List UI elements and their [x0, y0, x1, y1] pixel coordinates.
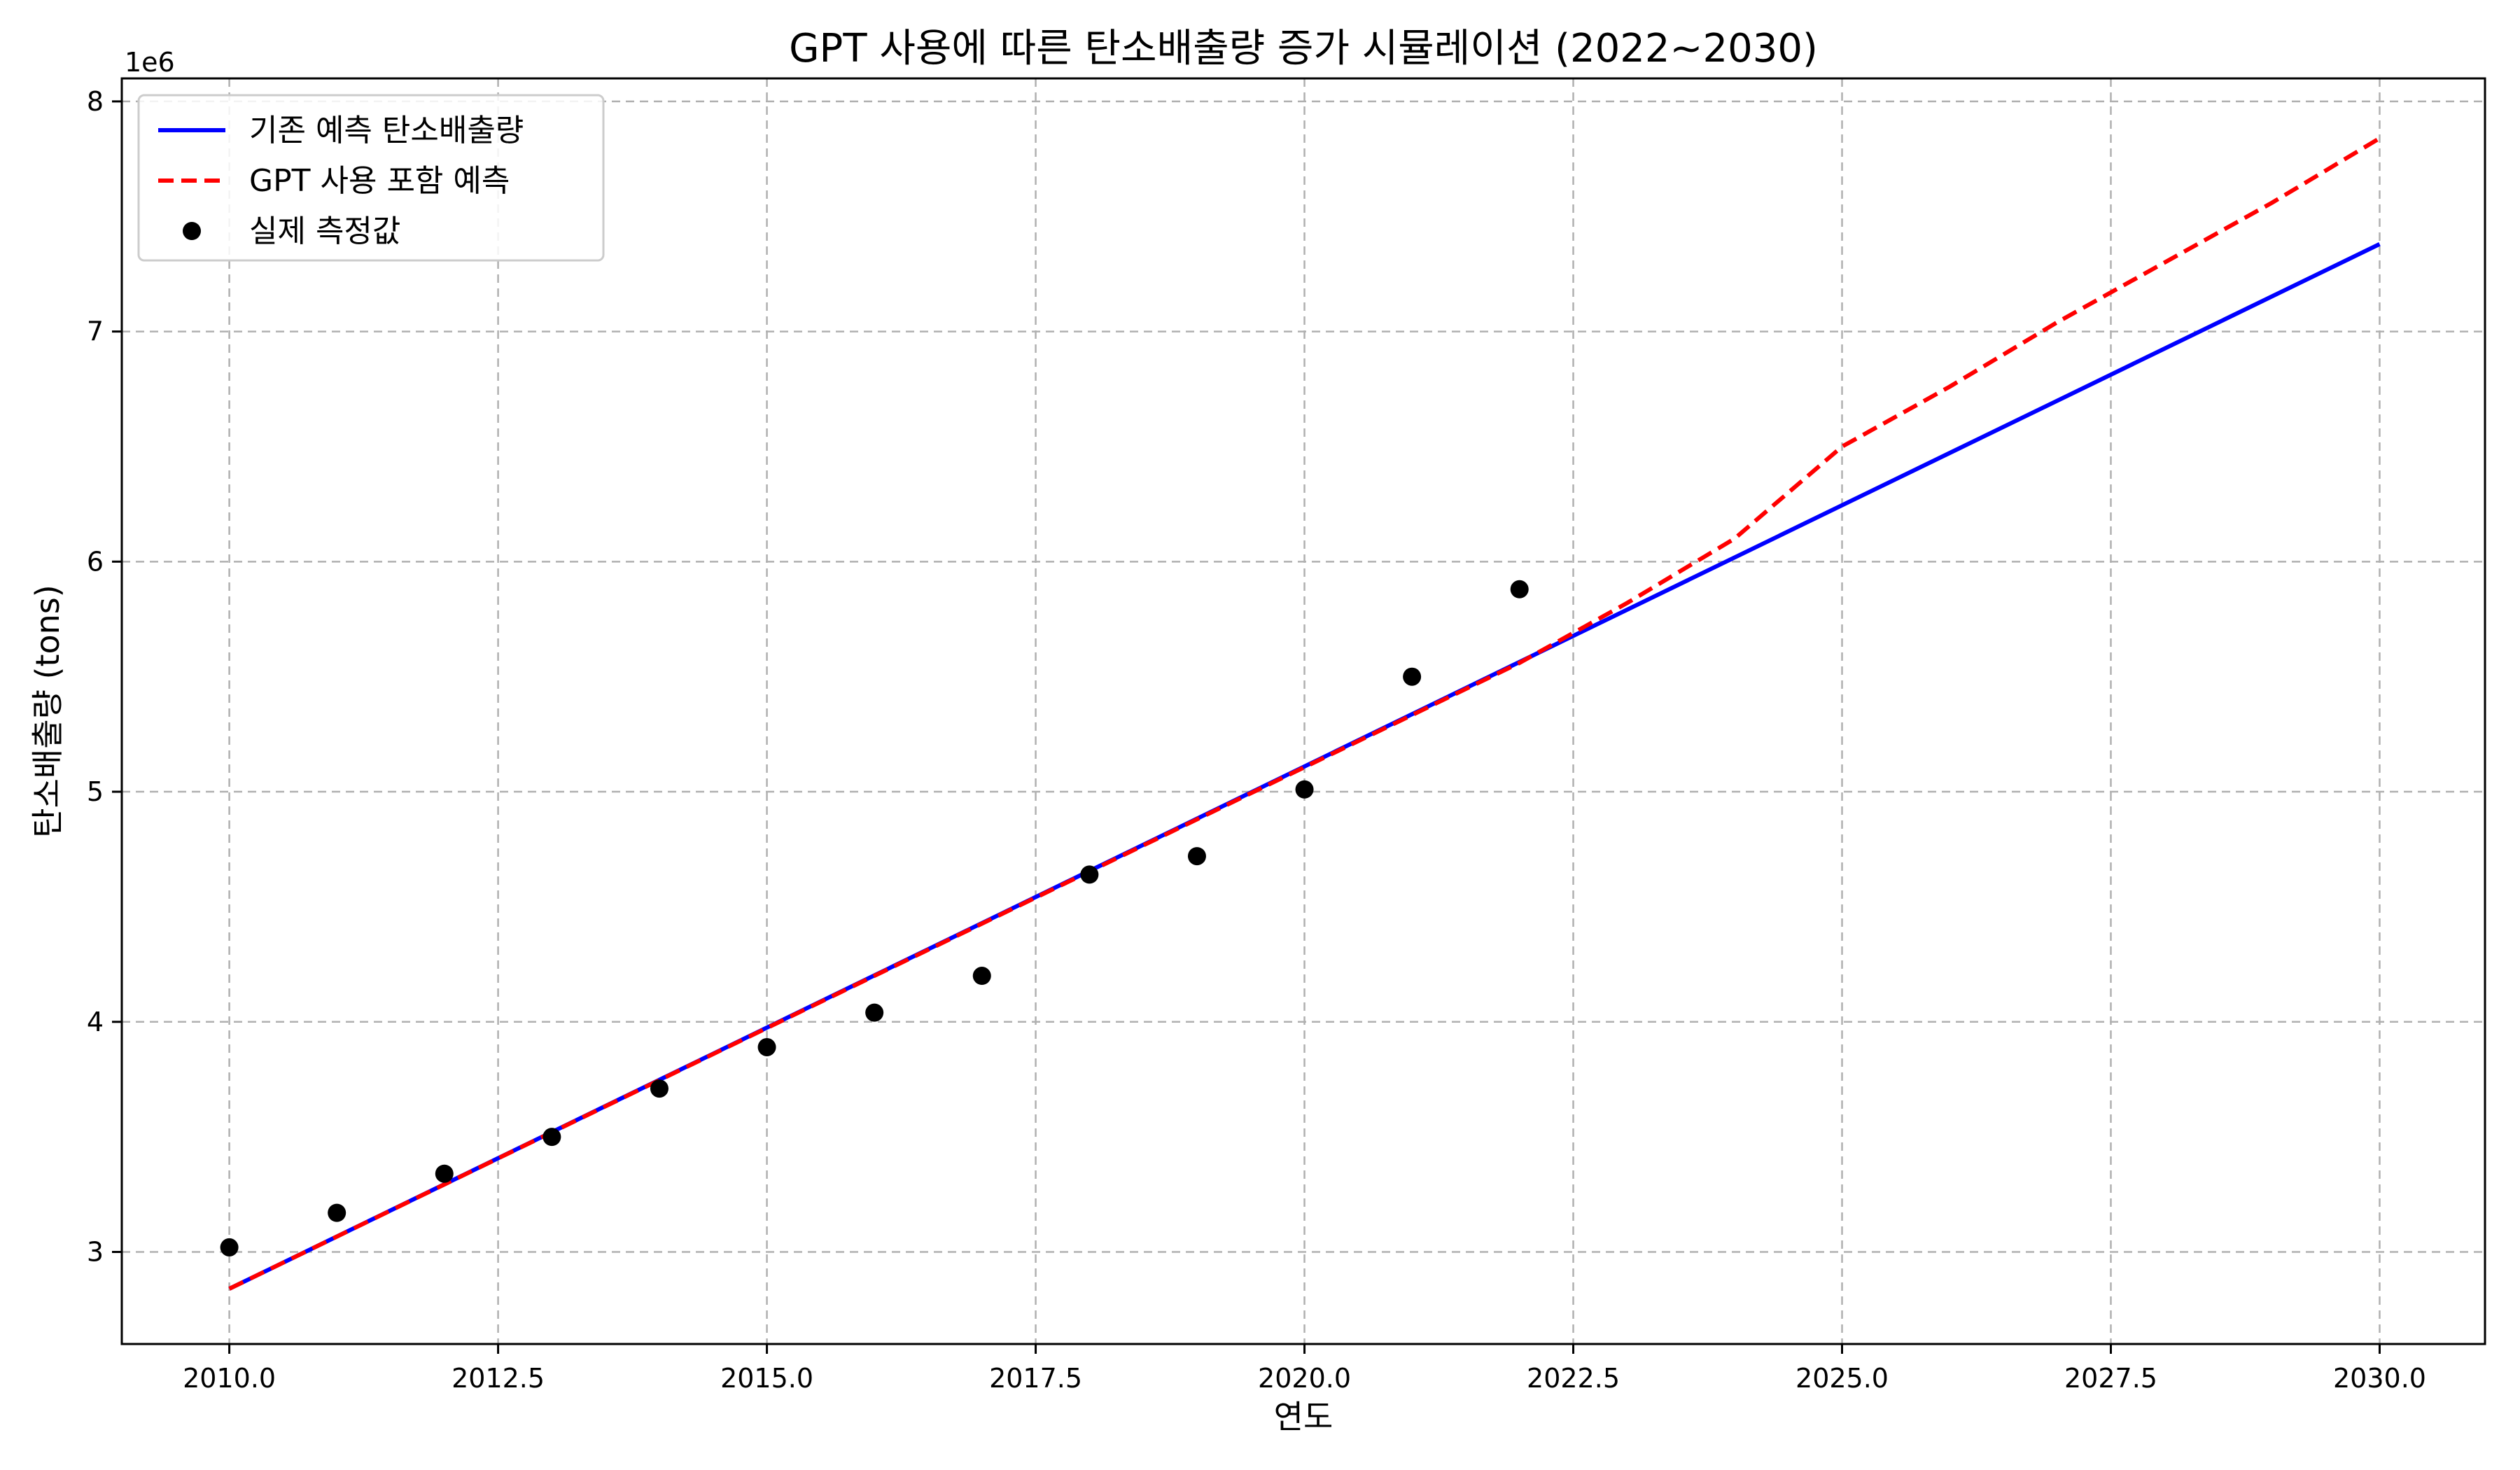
x-tick-label: 2030.0: [2333, 1363, 2426, 1394]
x-tick-label: 2025.0: [1795, 1363, 1889, 1394]
data-point-measured: [328, 1203, 346, 1222]
data-point-measured: [1080, 865, 1099, 884]
y-tick-label: 6: [87, 546, 104, 577]
data-point-measured: [757, 1037, 776, 1056]
data-point-measured: [1187, 847, 1206, 866]
y-axis-ticks: 3 4 5 6 7 8: [87, 86, 122, 1268]
data-point-measured: [865, 1003, 884, 1022]
data-point-measured: [220, 1238, 239, 1256]
x-tick-label: 2017.5: [989, 1363, 1082, 1394]
x-tick-label: 2012.5: [451, 1363, 545, 1394]
legend-label: 실제 측정값: [249, 214, 400, 249]
y-tick-label: 7: [87, 316, 104, 347]
legend-label: GPT 사용 포함 예측: [249, 163, 510, 199]
x-tick-label: 2010.0: [183, 1363, 276, 1394]
legend-label: 기존 예측 탄소배출량: [249, 113, 524, 148]
x-axis-ticks: 2010.0 2012.5 2015.0 2017.5 2020.0 2022.5 2025…: [183, 1344, 2426, 1394]
chart-title: GPT 사용에 따른 탄소배출량 증가 시뮬레이션 (2022~2030): [789, 26, 1818, 71]
x-tick-label: 2022.5: [1527, 1363, 1620, 1394]
data-point-measured: [1295, 780, 1314, 799]
legend-box: [137, 94, 605, 262]
y-offset-label: 1e6: [125, 47, 175, 78]
y-tick-label: 4: [87, 1007, 104, 1037]
data-point-measured: [972, 967, 991, 986]
data-point-measured: [650, 1079, 668, 1098]
data-point-measured: [1403, 667, 1422, 686]
y-axis-label: 탄소배출량 (tons): [29, 584, 66, 837]
data-point-measured: [542, 1128, 561, 1147]
x-axis-label: 연도: [1274, 1398, 1334, 1436]
y-tick-label: 5: [87, 776, 104, 807]
data-point-measured: [435, 1164, 454, 1183]
legend-marker-measured: [183, 222, 201, 240]
series-layer: [220, 136, 2381, 1291]
x-tick-label: 2027.5: [2064, 1363, 2157, 1394]
x-tick-label: 2015.0: [720, 1363, 813, 1394]
x-tick-label: 2020.0: [1258, 1363, 1351, 1394]
series-line-gpt: [228, 136, 2381, 1291]
y-tick-label: 8: [87, 86, 104, 117]
y-tick-label: 3: [87, 1237, 104, 1268]
data-point-measured: [1510, 580, 1529, 598]
plot-frame: [120, 77, 2486, 1345]
